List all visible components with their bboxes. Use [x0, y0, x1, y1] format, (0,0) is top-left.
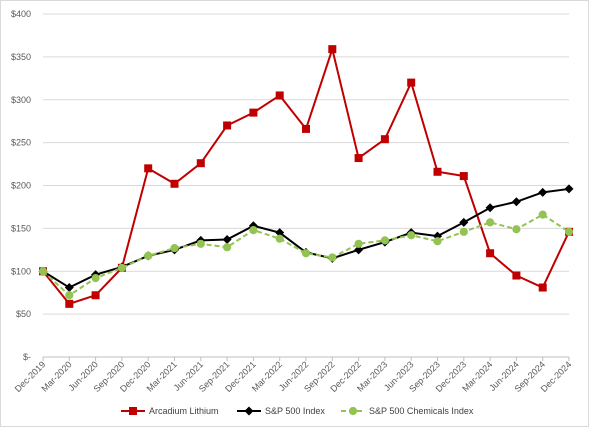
data-point [354, 154, 363, 163]
data-point [196, 239, 205, 248]
legend-label: S&P 500 Chemicals Index [369, 406, 474, 416]
data-point [459, 227, 468, 236]
y-tick-label: $400 [11, 9, 31, 19]
data-point [170, 179, 179, 188]
data-point [65, 299, 74, 308]
data-point [380, 236, 389, 245]
data-point [348, 406, 358, 416]
data-point [407, 78, 416, 87]
data-point [244, 406, 254, 416]
data-series [38, 45, 574, 308]
data-point [512, 225, 521, 234]
data-point [328, 45, 337, 54]
data-point [354, 245, 364, 255]
data-point [144, 251, 153, 260]
data-point [129, 407, 137, 415]
data-point [433, 237, 442, 246]
y-tick-label: $350 [11, 52, 31, 62]
gridlines [43, 13, 569, 315]
series-s-p-500-index [38, 184, 574, 293]
legend: Arcadium Lithium S&P 500 Index S&P 500 Che… [121, 406, 474, 416]
data-point [91, 291, 100, 300]
y-tick-label: $150 [11, 223, 31, 233]
data-point [302, 124, 310, 133]
y-tick-label: $100 [11, 266, 31, 276]
data-point [91, 274, 100, 283]
series-s-p-500-chemicals-index [38, 210, 574, 300]
data-point [564, 184, 574, 194]
data-point [459, 172, 468, 181]
series-arcadium-lithium [39, 45, 573, 308]
data-point [65, 291, 74, 300]
data-point [275, 91, 284, 100]
data-point [512, 271, 521, 280]
data-point [538, 187, 548, 197]
y-tick-label: $50 [16, 309, 31, 319]
data-point [354, 239, 363, 248]
legend-label: S&P 500 Index [265, 406, 325, 416]
data-point [223, 121, 232, 130]
data-point [380, 135, 389, 144]
data-point [301, 249, 311, 258]
legend-item: S&P 500 Chemicals Index [341, 406, 474, 416]
data-point [222, 235, 232, 245]
data-point [538, 283, 547, 292]
data-point [485, 203, 495, 213]
data-point [275, 234, 284, 243]
y-tick-label: $- [23, 352, 31, 362]
data-point [249, 108, 258, 117]
data-point [538, 210, 547, 219]
legend-item: S&P 500 Index [237, 406, 325, 416]
data-point [407, 231, 416, 240]
data-point [196, 159, 205, 168]
axes [42, 356, 570, 361]
data-point [328, 253, 337, 262]
data-point [249, 225, 258, 235]
y-axis-tick-labels: $- $50 $100 $150 $200 $250 $300 $350 $400 [11, 9, 31, 362]
data-point [511, 197, 521, 207]
data-point [486, 249, 495, 258]
legend-item: Arcadium Lithium [121, 406, 219, 416]
data-point [223, 243, 232, 252]
series-line [42, 213, 570, 297]
data-point [433, 167, 442, 176]
x-axis-tick-labels: Dec-2019Mar-2020Jun-2020Sep-2020Dec-2020… [13, 359, 574, 394]
data-point [170, 243, 179, 253]
y-tick-label: $200 [11, 181, 31, 191]
y-tick-label: $300 [11, 95, 31, 105]
data-point [486, 218, 495, 227]
data-point [459, 217, 469, 227]
data-point [38, 267, 48, 276]
legend-label: Arcadium Lithium [149, 406, 219, 416]
data-point [117, 263, 127, 272]
data-point [564, 227, 574, 236]
data-point [144, 164, 153, 173]
y-tick-label: $250 [11, 138, 31, 148]
